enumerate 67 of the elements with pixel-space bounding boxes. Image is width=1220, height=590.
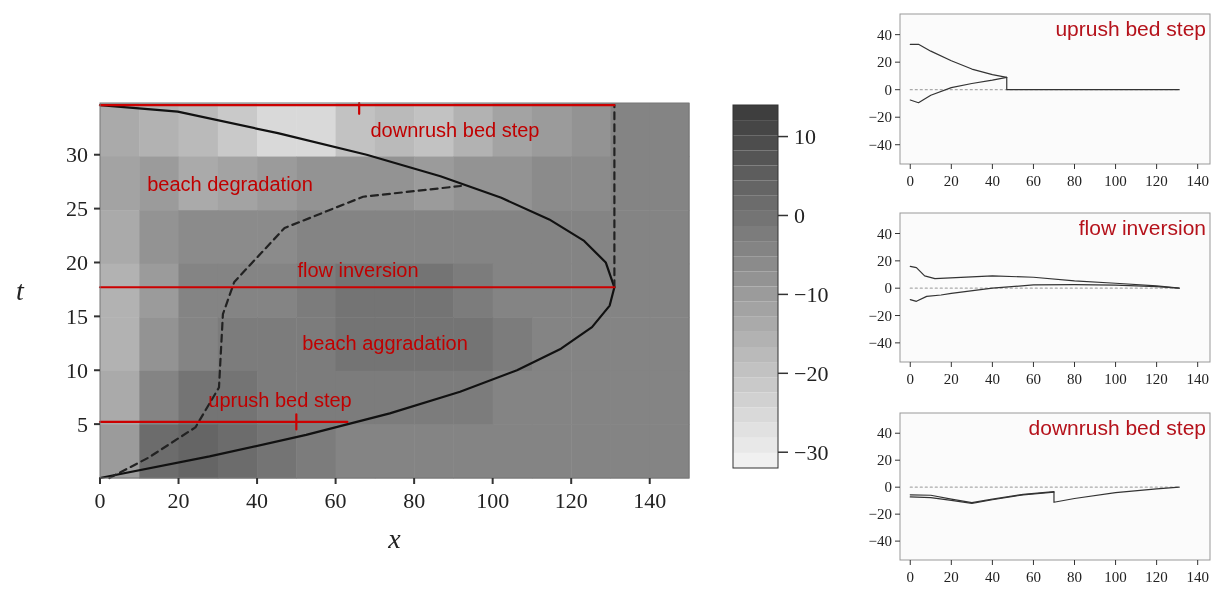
x-tick-label: 0	[94, 488, 106, 513]
chart-title: downrush bed step	[1028, 416, 1206, 439]
x-tick-label: 120	[554, 488, 588, 513]
y-tick-label: 40	[877, 225, 892, 242]
x-tick-label: 60	[324, 488, 347, 513]
x-tick-label: 80	[1067, 371, 1082, 387]
y-tick-label: 15	[66, 304, 88, 330]
y-tick-label: 40	[877, 26, 892, 43]
x-tick-label: 100	[1104, 569, 1127, 585]
x-tick-label: 40	[984, 569, 1000, 585]
x-tick-label: 80	[403, 488, 426, 513]
x-tick-label: 20	[167, 488, 190, 513]
annotation: downrush bed step	[370, 119, 540, 141]
color-bar-label: 10	[794, 124, 816, 150]
annotation: uprush bed step	[208, 389, 352, 411]
color-bar-label: −30	[794, 439, 829, 465]
color-bar-label: −20	[794, 361, 829, 386]
y-tick-label: 30	[66, 142, 88, 168]
x-tick-label: 0	[906, 173, 915, 189]
x-tick-label: 120	[1145, 569, 1168, 585]
x-tick-label: 20	[943, 173, 959, 189]
y-tick-label: 40	[877, 425, 892, 442]
x-tick-label: 140	[1186, 173, 1209, 189]
x-tick-label: 60	[1025, 371, 1041, 387]
x-tick-label: 80	[1067, 569, 1082, 585]
x-tick-label: 60	[1025, 569, 1041, 585]
y-tick-label: 5	[77, 411, 88, 437]
y-tick-label: 20	[877, 54, 892, 71]
x-tick-label: 140	[1186, 371, 1209, 387]
y-tick-label: 20	[877, 253, 892, 270]
x-tick-label: 100	[476, 488, 510, 513]
x-tick-label: 20	[943, 371, 959, 387]
y-tick-label: 0	[884, 81, 892, 98]
x-tick-label: 120	[1145, 173, 1168, 189]
x-tick-label: 100	[1104, 173, 1127, 189]
x-tick-label: 80	[1067, 173, 1082, 189]
annotation: beach aggradation	[302, 332, 468, 354]
annotation: beach degradation	[147, 173, 313, 195]
x-tick-label: 140	[633, 488, 667, 513]
x-tick-label: 100	[1104, 371, 1127, 387]
annotation: flow inversion	[297, 259, 419, 281]
x-tick-label: 20	[943, 569, 959, 585]
x-tick-label: 120	[1145, 371, 1168, 387]
y-tick-label: −20	[868, 109, 892, 126]
y-tick-label: −40	[868, 335, 892, 352]
y-axis-title: t	[16, 275, 26, 307]
color-bar-label: −10	[794, 282, 829, 308]
x-tick-label: 140	[1186, 569, 1209, 585]
x-tick-label: 0	[906, 371, 915, 387]
x-tick-label: 40	[984, 371, 1000, 387]
y-tick-label: −20	[868, 307, 892, 324]
chart-title: flow inversion	[1078, 216, 1206, 239]
y-tick-label: 20	[66, 250, 88, 276]
chart-title: uprush bed step	[1055, 17, 1206, 40]
color-bar-label: 0	[794, 203, 805, 229]
x-tick-label: 60	[1025, 173, 1041, 189]
x-tick-label: 0	[906, 569, 915, 585]
y-tick-label: −40	[868, 136, 892, 153]
y-tick-label: −40	[868, 533, 892, 550]
y-tick-label: 20	[877, 452, 892, 469]
x-axis-title: x	[387, 523, 402, 554]
y-tick-label: −20	[868, 506, 892, 523]
y-tick-label: 25	[66, 196, 88, 222]
y-tick-label: 10	[66, 357, 88, 383]
x-tick-label: 40	[246, 488, 269, 513]
x-tick-label: 40	[984, 173, 1000, 189]
y-tick-label: 0	[884, 280, 892, 297]
